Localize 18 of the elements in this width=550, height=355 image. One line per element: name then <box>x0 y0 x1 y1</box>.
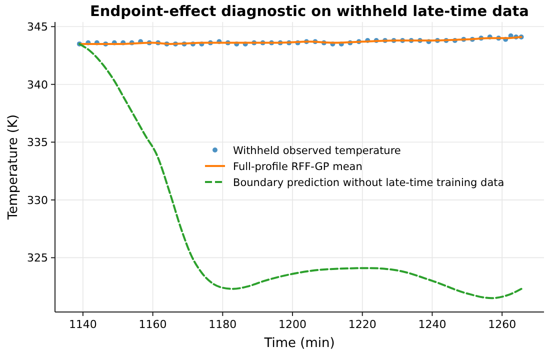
x-tick-label: 1240 <box>418 318 446 331</box>
x-tick-label: 1260 <box>488 318 516 331</box>
y-axis-title: Temperature (K) <box>6 114 21 221</box>
x-tick-label: 1180 <box>208 318 237 331</box>
y-tick-label: 340 <box>27 78 48 92</box>
legend-label: Withheld observed temperature <box>233 145 401 157</box>
x-tick-label: 1220 <box>348 318 376 331</box>
x-tick-label: 1140 <box>68 318 97 331</box>
y-tick-label: 325 <box>27 252 48 265</box>
legend-label: Full-profile RFF-GP mean <box>233 161 362 173</box>
x-tick-label: 1200 <box>278 318 307 331</box>
y-tick-label: 330 <box>27 194 48 207</box>
legend-label: Boundary prediction without late-time training data <box>233 177 504 189</box>
y-tick-label: 335 <box>27 136 48 150</box>
x-axis-title: Time (min) <box>263 336 335 351</box>
y-tick-label: 345 <box>27 20 48 34</box>
x-tick-label: 1160 <box>138 318 167 331</box>
chart-title: Endpoint-effect diagnostic on withheld late-time data <box>90 4 529 20</box>
